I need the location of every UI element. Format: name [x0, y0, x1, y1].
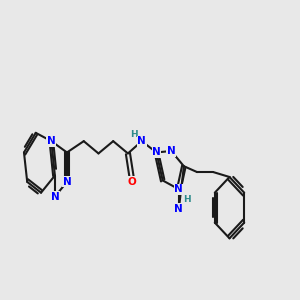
Text: N: N: [50, 192, 59, 202]
Text: N: N: [175, 204, 183, 214]
Text: H: H: [130, 130, 138, 139]
Text: N: N: [63, 177, 71, 187]
Text: N: N: [137, 136, 146, 146]
Text: N: N: [152, 148, 161, 158]
Text: N: N: [167, 146, 176, 156]
Text: H: H: [183, 195, 191, 204]
Text: O: O: [128, 177, 137, 187]
Text: N: N: [47, 136, 56, 146]
Text: N: N: [175, 184, 183, 194]
